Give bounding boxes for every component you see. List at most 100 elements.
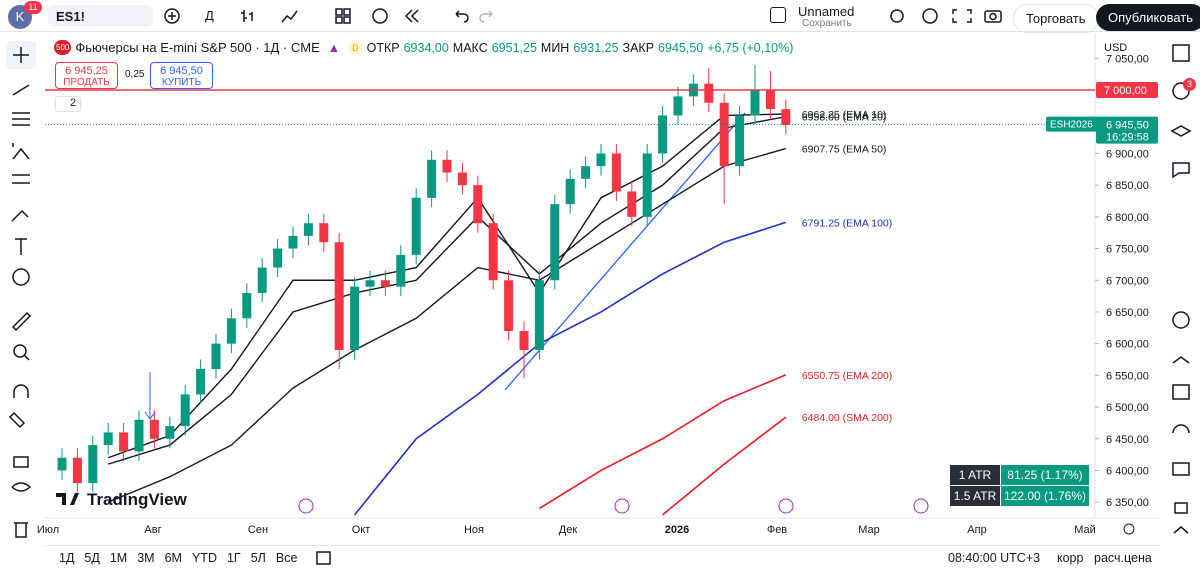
settlement[interactable]: расч.цена	[1094, 551, 1152, 565]
chart: TradingView 7 050,00 6 900,00 6 850,00 6 80…	[37, 33, 1160, 536]
candle-body	[781, 109, 791, 125]
atr-value: 81.25 (1.17%)	[1007, 468, 1082, 482]
y-tick-label: 6 600,00	[1106, 339, 1149, 351]
moving-average	[353, 221, 787, 516]
range-button[interactable]: 5Л	[250, 551, 266, 565]
arrow-drawing	[144, 372, 156, 420]
layout-checkbox[interactable]	[770, 7, 786, 23]
x-tick-label: Ноя	[464, 524, 484, 536]
symbol-box	[1046, 116, 1098, 132]
buy-button[interactable]: 6 945,50 КУПИТЬ	[150, 62, 213, 89]
interval[interactable]: Д	[205, 8, 214, 23]
y-tick-label: 6 400,00	[1106, 465, 1149, 477]
countdown: 16:29:58	[1106, 132, 1149, 144]
candle-body	[704, 83, 714, 103]
atr-name-box	[950, 486, 1000, 506]
moving-average	[662, 416, 787, 516]
candle-body	[427, 159, 437, 198]
top-bar: K 11 ES1! Д Unnamed Сохранить Торговать …	[0, 0, 1200, 33]
candle-body	[473, 185, 483, 224]
avatar-badge: 11	[24, 1, 42, 14]
candle-body	[196, 369, 206, 395]
candle-body	[257, 267, 267, 293]
range-button[interactable]: Все	[275, 551, 298, 565]
candle-body	[519, 330, 529, 350]
candle-body	[550, 204, 560, 281]
add-icon[interactable]	[164, 8, 180, 24]
axis-settings[interactable]	[1123, 523, 1135, 535]
candle-body	[103, 432, 113, 446]
layout-name[interactable]: Unnamed	[798, 4, 855, 19]
indicator-icon[interactable]	[281, 10, 298, 23]
hline-label: 7 000,00	[1104, 85, 1147, 97]
candle-body	[457, 172, 467, 186]
candle-body	[350, 286, 360, 350]
x-tick-label: Апр	[967, 524, 986, 536]
atr-name: 1.5 ATR	[954, 489, 997, 503]
y-tick-label: 6 900,00	[1106, 148, 1149, 160]
trend-line	[504, 112, 746, 391]
candle-body	[735, 115, 745, 167]
sell-button[interactable]: 6 945,25 ПРОДАТЬ	[55, 62, 118, 89]
undo-icon[interactable]	[455, 10, 469, 23]
atr-name-box	[950, 465, 1000, 485]
save-label[interactable]: Сохранить	[802, 18, 852, 29]
y-tick-label: 6 500,00	[1106, 402, 1149, 414]
atr-name: 1 ATR	[959, 468, 992, 482]
x-tick-label: Авг	[144, 524, 161, 536]
candle-body	[319, 223, 329, 243]
range-button[interactable]: 1М	[109, 551, 128, 565]
sell-label: ПРОДАТЬ	[63, 77, 110, 88]
candle-body	[596, 153, 606, 167]
candle-body	[273, 248, 283, 268]
collapse-indicators[interactable]: 2	[55, 96, 81, 112]
x-tick-label: 2026	[665, 524, 689, 536]
x-tick-label: Мар	[858, 524, 880, 536]
y-tick-label: 6 750,00	[1106, 244, 1149, 256]
sell-price: 6 945,25	[65, 65, 108, 77]
plot-area	[57, 64, 791, 516]
y-tick-label: 6 350,00	[1106, 497, 1149, 509]
candle-body	[642, 153, 652, 217]
x-tick-label: Июл	[37, 524, 59, 536]
alert-icon[interactable]	[372, 8, 388, 24]
publish-button[interactable]: Опубликовать	[1096, 4, 1200, 31]
adjust[interactable]: корр	[1057, 551, 1084, 565]
open-label: ОТКР	[366, 40, 400, 55]
low-value: 6931,25	[573, 40, 619, 55]
price-tag: 6 945,50	[1106, 120, 1149, 132]
candle-body	[658, 115, 668, 154]
delay-badge: D	[348, 41, 363, 54]
logo-text: TradingView	[87, 490, 188, 509]
atr-value: 122.00 (1.76%)	[1004, 489, 1086, 503]
candle-body	[581, 166, 591, 179]
event-icons	[298, 498, 929, 514]
currency[interactable]: USD	[1104, 42, 1128, 54]
y-tick-label: 6 700,00	[1106, 275, 1149, 287]
candle-icon[interactable]	[241, 10, 253, 22]
candle-body	[673, 96, 683, 116]
range-button[interactable]: 3М	[137, 551, 155, 565]
left-toolbar	[6, 41, 36, 538]
date-range-icon[interactable]	[315, 549, 333, 567]
candle-body	[534, 280, 544, 350]
x-tick-label: Окт	[352, 524, 371, 536]
y-tick-label: 6 800,00	[1106, 212, 1149, 224]
range-button[interactable]: 6М	[164, 551, 182, 565]
x-tick-label: Фев	[767, 524, 787, 536]
range-button[interactable]: 5Д	[84, 551, 100, 565]
symbol-search[interactable]: ES1!	[48, 5, 153, 27]
replay-icon[interactable]	[404, 9, 419, 23]
candle-body	[504, 280, 514, 331]
range-button[interactable]: YTD	[191, 551, 217, 565]
range-button[interactable]: 1Г	[226, 551, 241, 565]
symbol-tag: ESH2026	[1050, 120, 1093, 131]
y-tick-label: 7 050,00	[1106, 53, 1149, 65]
y-tick-label: 6 450,00	[1106, 434, 1149, 446]
candle-body	[72, 457, 82, 484]
ma-label: 6907.75 (EMA 50)	[802, 144, 887, 156]
toolbar-icons	[164, 8, 493, 24]
range-button[interactable]: 1Д	[59, 551, 75, 565]
buy-price: 6 945,50	[160, 65, 203, 77]
